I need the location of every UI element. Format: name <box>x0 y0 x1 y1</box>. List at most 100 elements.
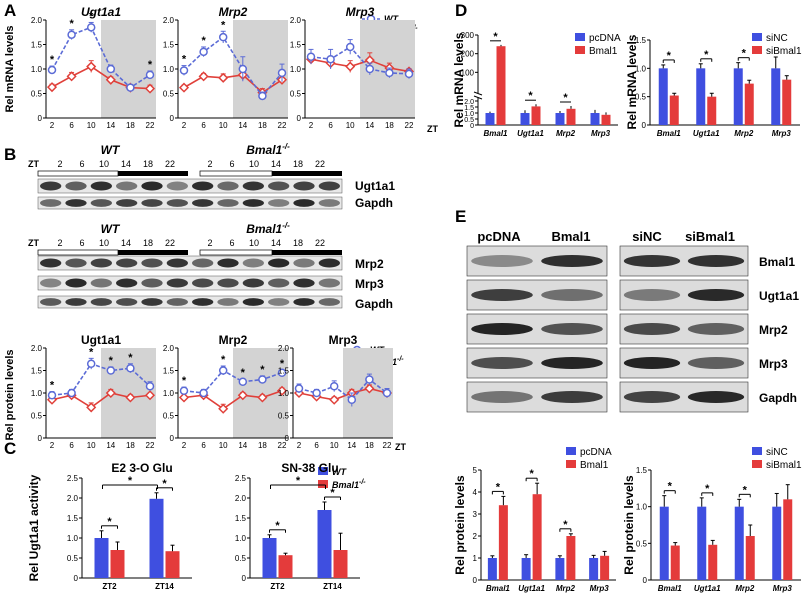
lane-label: pcDNA <box>477 229 521 244</box>
treatment-bar <box>707 96 717 125</box>
category-label: ZT2 <box>270 582 285 591</box>
blot-strip <box>37 255 343 271</box>
blot-band <box>293 181 315 191</box>
wt-series-line <box>310 45 410 75</box>
x-tick-label: 10 <box>330 441 339 450</box>
y-tick-label: 2.5 <box>67 474 79 483</box>
y-tick-label: 0 <box>297 114 302 123</box>
y-tick-label: 1.5 <box>163 367 175 376</box>
y-tick-label: 2.5 <box>235 474 247 483</box>
ko-point <box>125 392 136 403</box>
blot-band <box>242 258 264 268</box>
x-axis-label: ZT <box>427 124 438 134</box>
wt-point <box>218 366 228 375</box>
legend-label: siNC <box>766 447 788 458</box>
blot-band <box>141 298 163 306</box>
significance-star: * <box>109 355 114 367</box>
panel-label-a: A <box>4 1 16 20</box>
y-axis-label: Rel mRNA levels <box>452 32 466 127</box>
wt-point <box>365 64 375 74</box>
wt-point <box>126 364 135 373</box>
blot-band <box>40 298 62 306</box>
x-tick-label: 18 <box>126 441 135 450</box>
lane-label: siNC <box>632 229 662 244</box>
x-tick-label: 6 <box>69 121 74 130</box>
zt-label: ZT <box>28 238 39 248</box>
significance-star: * <box>221 19 226 31</box>
wt-point <box>106 64 116 74</box>
axis-break <box>474 93 482 97</box>
wt-series-line <box>183 369 283 394</box>
blot-band <box>65 181 87 191</box>
blot-band <box>166 298 188 306</box>
significance-star: * <box>241 367 246 379</box>
wt-point <box>258 91 267 101</box>
blot-band <box>166 181 188 191</box>
ko-point <box>46 82 58 93</box>
ko-point <box>276 385 288 396</box>
significance-star: * <box>330 487 335 499</box>
treatment-bar <box>601 114 611 125</box>
category-label: Mrp3 <box>590 584 610 593</box>
y-tick-label: 0 <box>242 574 247 583</box>
y-tick-label: 0 <box>643 576 648 585</box>
control-bar <box>734 506 744 580</box>
wt-point <box>126 83 135 92</box>
y-axis-label: Rel protein levels <box>4 349 16 440</box>
blot-band <box>116 298 138 306</box>
wt-point <box>277 368 287 377</box>
panel-label-c: C <box>4 439 16 458</box>
panel-c: E2 3-O Glu00.51.01.52.02.5ZT2*ZT14**SN-3… <box>27 461 360 591</box>
y-tick-label: 2.0 <box>290 16 302 25</box>
y-tick-label: 1.5 <box>235 514 247 523</box>
ko-point <box>218 403 229 414</box>
wt-point <box>145 70 155 80</box>
y-tick-label: 1.0 <box>67 534 79 543</box>
blot-band <box>90 258 112 268</box>
legend-swatch <box>575 33 585 41</box>
blot-band <box>687 391 745 403</box>
y-tick-label: 0.5 <box>235 554 247 563</box>
dark-bar <box>118 171 188 176</box>
blot-band <box>293 278 315 288</box>
ko-point <box>237 390 248 401</box>
legend-wt-label: WT <box>384 14 399 24</box>
y-tick-label: 0 <box>38 114 43 123</box>
y-tick-label: 0.5 <box>67 554 79 563</box>
chart-title: Mrp2 <box>219 333 248 347</box>
significance-star: * <box>563 519 568 531</box>
y-tick-label: 1.0 <box>31 389 43 398</box>
significance-star: * <box>496 481 501 493</box>
blot-band <box>141 181 163 191</box>
category-label: Mrp2 <box>556 584 576 593</box>
y-tick-label: 1.0 <box>636 503 648 512</box>
significance-star: * <box>69 18 74 30</box>
legend-swatch <box>752 460 762 468</box>
treatment-bar <box>782 79 792 125</box>
y-axis-label: Rel mRNA levels <box>4 25 16 112</box>
significance-star: * <box>89 346 94 358</box>
category-label: Mrp2 <box>556 129 576 138</box>
x-tick-label: 6 <box>201 441 206 450</box>
blot-band <box>242 199 264 207</box>
y-tick-label: 1 <box>473 554 478 563</box>
blot-band <box>116 181 138 191</box>
legend-swatch <box>752 447 762 455</box>
group-ko-name: Bmal1 <box>246 222 282 236</box>
y-tick-label: 1.0 <box>290 65 302 74</box>
significance-star: * <box>50 380 55 392</box>
control-bar <box>555 113 565 125</box>
ko-point <box>329 394 340 405</box>
ko-point <box>144 83 156 94</box>
legend-c-ko-sup: -/- <box>359 479 366 486</box>
light-bar <box>199 249 273 256</box>
chart-title: Ugt1a1 <box>81 5 121 19</box>
wt-point <box>199 47 208 57</box>
wt-point <box>345 42 355 52</box>
control-bar <box>149 498 164 578</box>
legend-swatch <box>566 460 576 468</box>
zt-tick: 2 <box>57 159 62 169</box>
blot-band <box>541 357 603 369</box>
